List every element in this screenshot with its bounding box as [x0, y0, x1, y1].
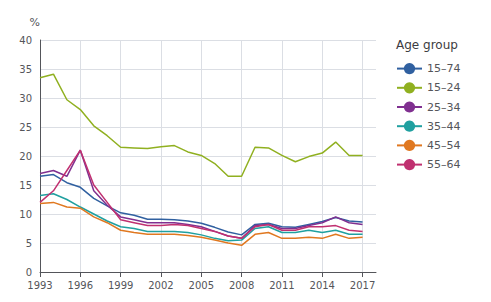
svg-text:45–54: 45–54 — [427, 139, 461, 152]
svg-text:2011: 2011 — [269, 280, 294, 291]
svg-text:%: % — [30, 16, 40, 29]
svg-text:0: 0 — [26, 267, 32, 278]
svg-text:30: 30 — [19, 93, 32, 104]
svg-text:10: 10 — [19, 209, 32, 220]
svg-text:1999: 1999 — [108, 280, 133, 291]
svg-text:15–24: 15–24 — [427, 81, 461, 94]
svg-text:1993: 1993 — [27, 280, 52, 291]
svg-text:25: 25 — [19, 122, 32, 133]
svg-text:Age group: Age group — [396, 38, 458, 52]
svg-text:2005: 2005 — [189, 280, 214, 291]
svg-text:20: 20 — [19, 151, 32, 162]
svg-text:2008: 2008 — [229, 280, 254, 291]
svg-text:15: 15 — [19, 180, 32, 191]
svg-text:55–64: 55–64 — [427, 158, 461, 171]
svg-text:25–34: 25–34 — [427, 101, 461, 114]
svg-text:2014: 2014 — [310, 280, 335, 291]
svg-text:1996: 1996 — [68, 280, 93, 291]
svg-text:2017: 2017 — [350, 280, 375, 291]
svg-text:2002: 2002 — [148, 280, 173, 291]
svg-text:35: 35 — [19, 64, 32, 75]
svg-text:5: 5 — [26, 238, 32, 249]
svg-text:15–74: 15–74 — [427, 62, 461, 75]
svg-text:40: 40 — [19, 35, 32, 46]
svg-text:35–44: 35–44 — [427, 120, 461, 133]
